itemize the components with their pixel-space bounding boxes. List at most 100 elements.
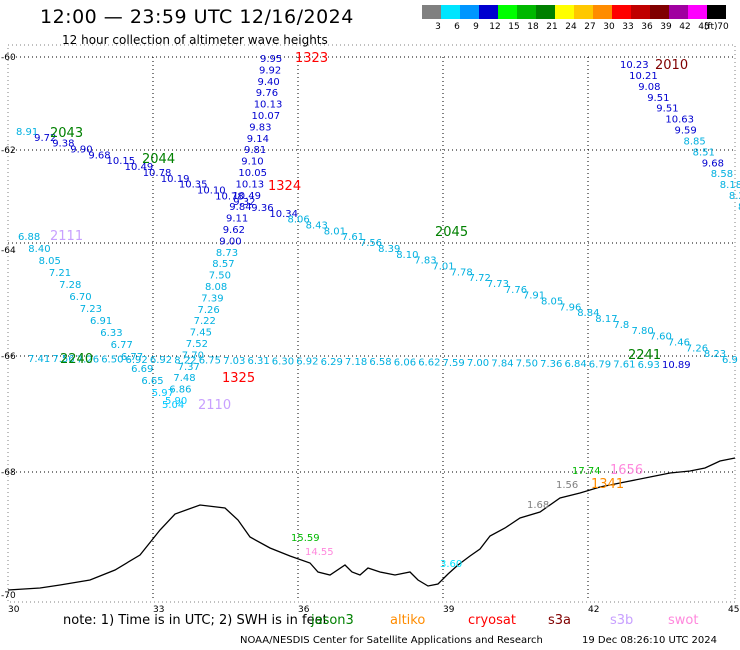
swh-value: 10.78 xyxy=(143,168,172,179)
swh-value: 7.41 xyxy=(28,354,50,365)
colorbar-tick-label: 45 xyxy=(698,22,710,32)
lat-tick-label: -70 xyxy=(1,591,16,601)
colorbar-tick-label: 21 xyxy=(546,22,558,32)
coastal-swh-value: 1.56 xyxy=(556,480,578,491)
swh-value: 7.78 xyxy=(451,267,473,278)
colorbar-swatch xyxy=(441,5,460,19)
swh-value: 9.36 xyxy=(251,203,273,214)
swh-value: 8.91 xyxy=(16,127,38,138)
satellite-legend-s3b: s3b xyxy=(610,613,634,628)
pass-time-label: 2043 xyxy=(50,126,83,141)
swh-value: 9.92 xyxy=(259,65,281,76)
colorbar-tick-label: 18 xyxy=(527,22,539,32)
swh-value: 8.21 xyxy=(729,191,740,202)
swh-value: 7.52 xyxy=(186,339,208,350)
swh-value: 7.76 xyxy=(505,285,527,296)
lat-tick-label: -62 xyxy=(1,146,16,156)
swh-value: 7.03 xyxy=(223,356,245,367)
swh-value: 7.72 xyxy=(469,273,491,284)
swh-value: 8.23 xyxy=(704,349,726,360)
swh-value: 7.22 xyxy=(194,316,216,327)
swh-value: 9.62 xyxy=(223,225,245,236)
swh-value: 8.05 xyxy=(541,297,563,308)
swh-value: 6.86 xyxy=(169,385,191,396)
swh-value: 9.81 xyxy=(244,145,266,156)
colorbar-swatch xyxy=(631,5,650,19)
swh-value: 8.84 xyxy=(577,308,599,319)
map-subtitle: 12 hour collection of altimeter wave hei… xyxy=(62,33,328,47)
swh-value: 10.21 xyxy=(629,71,658,82)
colorbar-tick-label: 12 xyxy=(489,22,501,32)
swh-value: 8.40 xyxy=(28,244,50,255)
swh-value: 6.91 xyxy=(90,316,112,327)
note-text: note: 1) Time is in UTC; 2) SWH is in fe… xyxy=(63,613,328,628)
swh-value: 9.68 xyxy=(88,150,110,161)
colorbar-swatch xyxy=(517,5,536,19)
swh-value: 8.17 xyxy=(595,314,617,325)
swh-value: 6.69 xyxy=(131,364,153,375)
swh-value: 10.49 xyxy=(232,191,261,202)
swh-value: 7.48 xyxy=(173,373,195,384)
pass-time-label: 1324 xyxy=(268,179,301,194)
pass-time-label: 1341 xyxy=(591,477,624,492)
map-title: 12:00 — 23:59 UTC 12/16/2024 xyxy=(40,6,354,28)
swh-value: 10.19 xyxy=(161,174,190,185)
colorbar-swatch xyxy=(555,5,574,19)
swh-value: 5.04 xyxy=(162,400,184,411)
lat-tick-label: -64 xyxy=(1,246,16,256)
colorbar-swatch xyxy=(650,5,669,19)
swh-value: 8.43 xyxy=(306,221,328,232)
colorbar-swatch xyxy=(460,5,479,19)
swh-value: 10.05 xyxy=(238,168,267,179)
swh-value: 10.34 xyxy=(269,209,298,220)
swh-value: 6.33 xyxy=(100,328,122,339)
swh-value: 10.63 xyxy=(665,115,694,126)
swh-value: 7.28 xyxy=(59,280,81,291)
lon-tick-label: 42 xyxy=(588,605,599,615)
swh-value: 8.18 xyxy=(720,180,740,191)
swh-value: 6.75 xyxy=(199,356,221,367)
colorbar-tick-label: 33 xyxy=(622,22,634,32)
coastal-swh-value: 17.74 xyxy=(572,466,601,477)
swh-value: 8.57 xyxy=(212,259,234,270)
swh-value: 6.79 xyxy=(589,359,611,370)
lon-tick-label: 36 xyxy=(298,605,310,615)
pass-time-label: 2010 xyxy=(655,58,688,73)
swh-value: 7.80 xyxy=(632,326,654,337)
swh-value: 7.91 xyxy=(523,291,545,302)
lon-tick-label: 45 xyxy=(728,605,739,615)
swh-value: 5.90 xyxy=(165,396,187,407)
satellite-legend-jason3: jason3 xyxy=(311,613,354,628)
swh-value: 6.77 xyxy=(111,340,133,351)
swh-value: 8.06 xyxy=(288,215,310,226)
swh-value: 6.31 xyxy=(248,356,270,367)
swh-value: 9.38 xyxy=(52,139,74,150)
swh-value: 8.73 xyxy=(216,248,238,259)
swh-value: 7.8 xyxy=(613,320,629,331)
swh-value: 9.72 xyxy=(34,133,56,144)
swh-value: 8.51 xyxy=(693,147,715,158)
lat-tick-label: -68 xyxy=(1,468,16,478)
pass-time-labels: 1323 2010 2043 2044 1324 2045 2111 2240 2241 1325… xyxy=(50,51,688,492)
colorbar-swatch xyxy=(612,5,631,19)
swh-value: 9.76 xyxy=(256,88,278,99)
pass-time-label: 1325 xyxy=(222,371,255,386)
colorbar-tick-label: 39 xyxy=(660,22,672,32)
swh-value: 7.61 xyxy=(342,232,364,243)
wave-tracks: 9.959.929.409.7610.1310.079.839.149.819.… xyxy=(16,54,740,570)
swh-value: 9.95 xyxy=(260,54,282,65)
colorbar-swatch xyxy=(479,5,498,19)
swh-value: 10.13 xyxy=(254,100,283,111)
colorbar-swatch xyxy=(422,5,441,19)
swh-value: 6.50 xyxy=(101,355,123,366)
swh-value: 9.84 xyxy=(229,202,251,213)
colorbar-tick-label: 15 xyxy=(508,22,520,32)
swh-value: 7.46 xyxy=(668,338,690,349)
swh-value: 9.83 xyxy=(249,122,271,133)
swh-value: 10.89 xyxy=(662,360,691,371)
swh-value: 7.59 xyxy=(443,358,465,369)
colorbar-tick-label: 3 xyxy=(435,22,441,32)
swh-value: 7.01 xyxy=(432,262,454,273)
swh-value: 7.84 xyxy=(491,358,513,369)
swh-value: 7.39 xyxy=(201,293,223,304)
